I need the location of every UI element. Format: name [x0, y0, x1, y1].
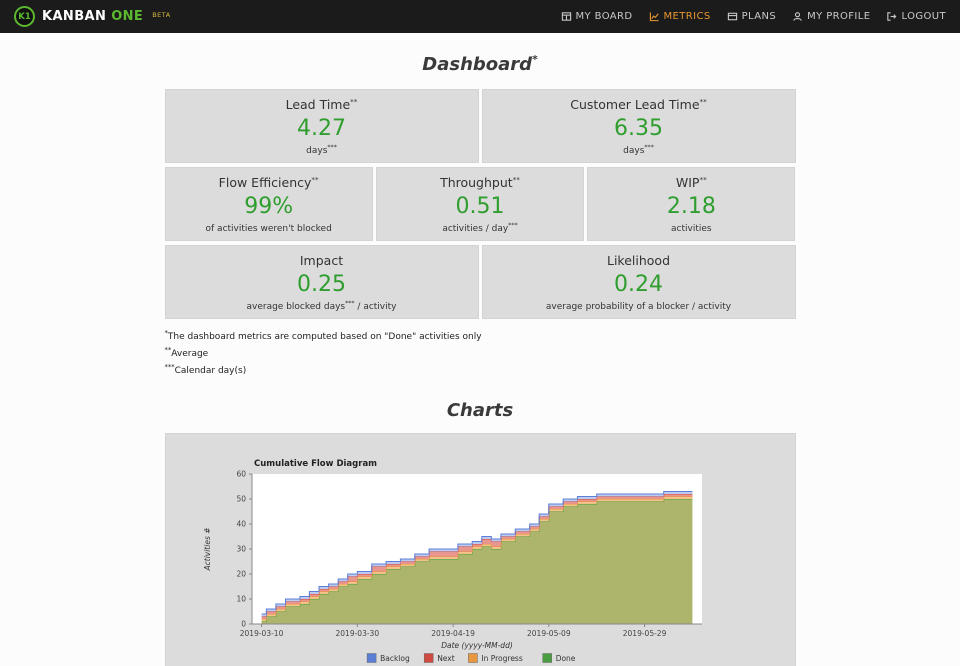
- metric-label: Throughput**: [440, 175, 520, 191]
- metrics-row-1: Lead Time** 4.27 days*** Customer Lead T…: [164, 89, 796, 164]
- footnote-1: *The dashboard metrics are computed base…: [164, 329, 482, 343]
- metric-unit: activities / day***: [442, 222, 518, 235]
- nav-label-my-profile: MY PROFILE: [807, 11, 871, 22]
- chart-panel: 0 10 20 30 40 50 60 2019-03-10 2019-03-30 2019-04…: [164, 433, 796, 666]
- brand-name-accent: ONE: [111, 9, 144, 24]
- metric-likelihood: Likelihood 0.24 average probability of a…: [481, 245, 796, 320]
- svg-text:10: 10: [236, 595, 246, 604]
- metric-label: Likelihood: [606, 253, 671, 269]
- profile-icon: [792, 11, 803, 22]
- svg-text:60: 60: [236, 470, 246, 479]
- svg-text:Next: Next: [437, 654, 455, 663]
- svg-text:30: 30: [236, 545, 246, 554]
- beta-badge: BETA: [152, 11, 171, 19]
- metric-value: 2.18: [666, 194, 716, 220]
- metric-unit: days***: [623, 144, 654, 157]
- svg-text:Activities #: Activities #: [203, 528, 212, 572]
- top-navbar: K1 KANBAN ONE BETA MY BOARD METRICS: [0, 0, 960, 33]
- page-title: Dashboard*: [0, 53, 960, 75]
- svg-text:2019-04-19: 2019-04-19: [431, 629, 475, 638]
- plans-icon: [727, 11, 738, 22]
- logout-icon: [886, 11, 897, 22]
- nav-label-metrics: METRICS: [663, 11, 711, 22]
- metric-value: 99%: [244, 194, 294, 220]
- footnotes: *The dashboard metrics are computed base…: [165, 327, 796, 378]
- metric-unit: of activities weren't blocked: [205, 224, 332, 235]
- brand-name: KANBAN ONE: [42, 9, 143, 24]
- page-title-footnote-mark: *: [532, 53, 538, 66]
- metrics-row-2: Flow Efficiency** 99% of activities were…: [164, 167, 796, 242]
- metric-label: WIP**: [675, 175, 707, 191]
- brand-name-primary: KANBAN: [42, 9, 107, 24]
- svg-text:2019-03-30: 2019-03-30: [335, 629, 379, 638]
- footnote-2: **Average: [164, 346, 209, 360]
- metric-value: 0.25: [297, 272, 346, 298]
- metric-wip: WIP** 2.18 activities: [587, 167, 796, 242]
- svg-text:Date (yyyy-MM-dd): Date (yyyy-MM-dd): [441, 641, 513, 650]
- nav-item-my-profile[interactable]: MY PROFILE: [792, 11, 870, 22]
- nav-item-plans[interactable]: PLANS: [727, 11, 777, 22]
- nav-label-my-board: MY BOARD: [575, 11, 633, 22]
- page-title-text: Dashboard: [422, 54, 533, 75]
- metrics-icon: [649, 11, 660, 22]
- board-icon: [561, 11, 572, 22]
- metric-unit: average blocked days*** / activity: [246, 300, 397, 313]
- svg-text:50: 50: [236, 495, 246, 504]
- metric-impact: Impact 0.25 average blocked days*** / ac…: [164, 245, 479, 320]
- charts-section-title: Charts: [446, 400, 514, 422]
- svg-text:2019-05-09: 2019-05-09: [527, 629, 571, 638]
- metric-label: Lead Time**: [285, 97, 358, 113]
- nav-item-logout[interactable]: LOGOUT: [886, 11, 946, 22]
- svg-text:2019-05-29: 2019-05-29: [622, 629, 666, 638]
- svg-text:Cumulative Flow Diagram: Cumulative Flow Diagram: [254, 459, 377, 469]
- metric-unit: average probability of a blocker / activ…: [545, 302, 732, 313]
- svg-text:Done: Done: [555, 654, 575, 663]
- metric-lead-time: Lead Time** 4.27 days***: [164, 89, 479, 164]
- svg-text:Backlog: Backlog: [380, 654, 410, 663]
- cumulative-flow-diagram-chart: 0 10 20 30 40 50 60 2019-03-10 2019-03-30 2019-04…: [203, 459, 702, 663]
- metric-unit: activities: [671, 224, 712, 235]
- svg-text:20: 20: [236, 570, 246, 579]
- nav-item-my-board[interactable]: MY BOARD: [561, 11, 633, 22]
- svg-text:In Progress: In Progress: [481, 654, 522, 663]
- metric-flow-efficiency: Flow Efficiency** 99% of activities were…: [164, 167, 373, 242]
- kanban-one-logo-icon: K1: [14, 6, 35, 27]
- nav-item-metrics[interactable]: METRICS: [649, 11, 711, 22]
- metric-label: Customer Lead Time**: [570, 97, 707, 113]
- metrics-row-3: Impact 0.25 average blocked days*** / ac…: [164, 245, 796, 320]
- metric-value: 0.24: [614, 272, 663, 298]
- metric-unit: days***: [306, 144, 337, 157]
- metrics-grid: Lead Time** 4.27 days*** Customer Lead T…: [164, 89, 796, 320]
- metric-value: 0.51: [455, 194, 505, 220]
- metric-customer-lead-time: Customer Lead Time** 6.35 days***: [481, 89, 796, 164]
- svg-text:40: 40: [236, 520, 246, 529]
- metric-throughput: Throughput** 0.51 activities / day***: [375, 167, 585, 242]
- footnote-3: ***Calendar day(s): [164, 363, 247, 377]
- svg-text:0: 0: [241, 620, 246, 629]
- brand[interactable]: K1 KANBAN ONE BETA: [14, 6, 171, 27]
- metric-value: 4.27: [297, 116, 346, 142]
- metric-label: Impact: [299, 253, 344, 269]
- nav-menu: MY BOARD METRICS PLANS: [561, 11, 946, 22]
- metric-value: 6.35: [614, 116, 663, 142]
- metric-label: Flow Efficiency**: [218, 175, 319, 191]
- nav-label-logout: LOGOUT: [901, 11, 946, 22]
- svg-text:2019-03-10: 2019-03-10: [239, 629, 283, 638]
- nav-label-plans: PLANS: [741, 11, 777, 22]
